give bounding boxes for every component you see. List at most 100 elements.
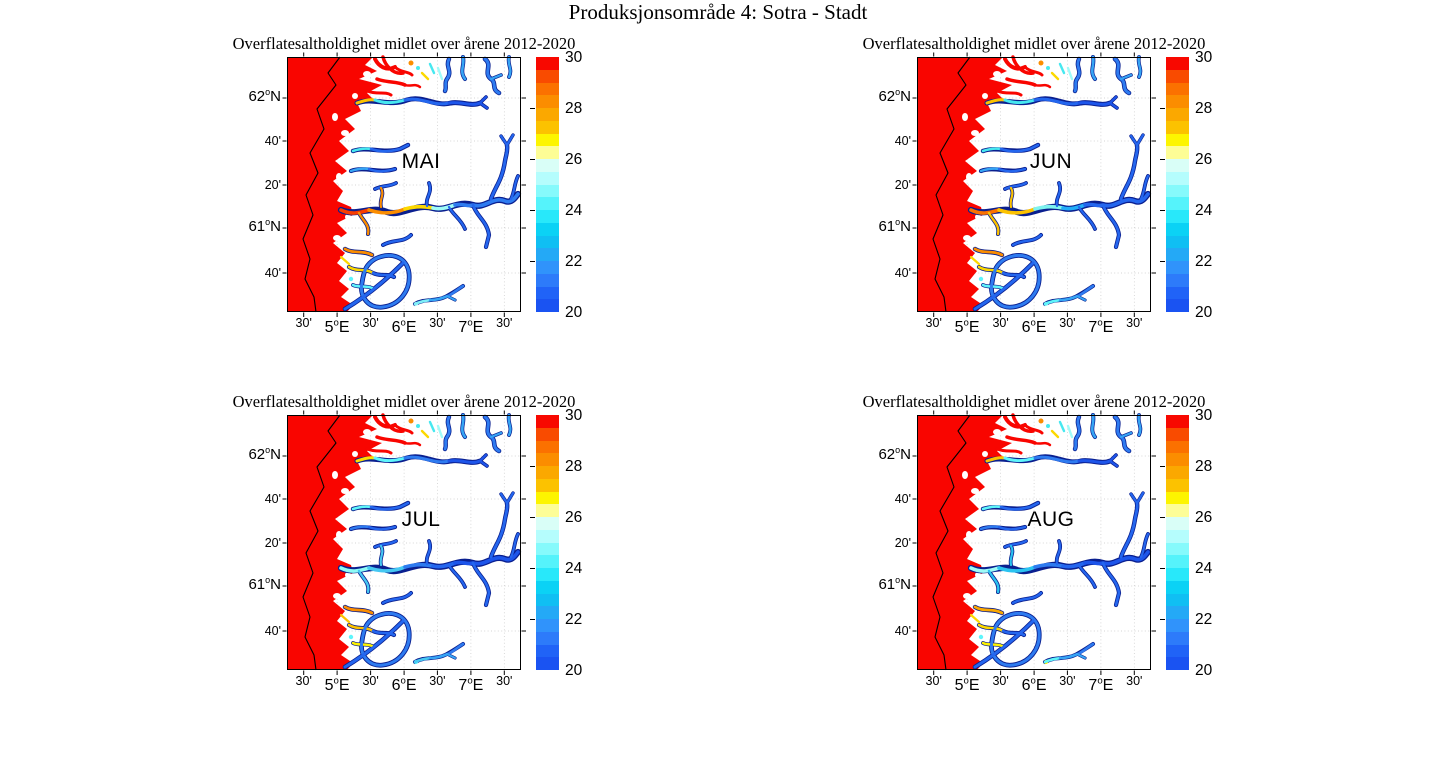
colorbar-tick	[1160, 108, 1165, 109]
x-tick-label: 30'	[496, 316, 513, 330]
x-tick-label: 6oE	[1021, 317, 1047, 336]
x-axis-tick-labels: 30' 5oE 30' 6oE 30' 7oE 30'	[917, 670, 1151, 708]
y-tick-label: 40'	[894, 492, 911, 506]
fjord-channels	[337, 413, 522, 670]
panel-title: Overflatesaltholdighet midlet over årene…	[862, 392, 1206, 411]
subplot-jul: Overflatesaltholdighet midlet over årene…	[233, 392, 583, 694]
colorbar-band	[536, 631, 559, 645]
colorbar-band	[536, 491, 559, 505]
open-ocean-region	[287, 55, 444, 312]
salinity-patch	[416, 66, 420, 70]
colorbar-tick-label: 24	[1195, 202, 1213, 219]
x-axis-tick-labels: 30' 5oE 30' 6oE 30' 7oE 30'	[287, 670, 521, 708]
colorbar-band	[1166, 171, 1189, 185]
colorbar-band	[1166, 529, 1189, 543]
x-tick-label: 30'	[1059, 316, 1076, 330]
x-tick-label: 6oE	[1021, 675, 1047, 694]
ocean-high-salinity-area	[287, 415, 382, 670]
colorbar	[1166, 57, 1189, 312]
panel-title: Overflatesaltholdighet midlet over årene…	[232, 392, 576, 411]
x-tick-label: 6oE	[391, 317, 417, 336]
y-tick-label: 61oN	[248, 575, 281, 594]
y-axis-tick-labels: 62oN 40' 20' 61oN 40'	[231, 57, 281, 312]
colorbar-band	[536, 529, 559, 543]
axis-frame	[282, 52, 526, 317]
colorbar-tick-labels: 30 28 26 24 22 20	[1195, 407, 1225, 679]
colorbar-tick	[1160, 159, 1165, 160]
y-tick-label: 20'	[264, 536, 281, 550]
colorbar-band	[1166, 261, 1189, 274]
colorbar-band	[536, 542, 559, 556]
salinity-patch	[1038, 60, 1044, 66]
y-tick-label: 40'	[264, 492, 281, 506]
colorbar-band	[1166, 120, 1189, 134]
colorbar-band	[536, 210, 559, 223]
sognefjord-inner	[339, 208, 371, 215]
salinity-map	[912, 410, 1156, 675]
colorbar-band	[1166, 619, 1189, 632]
colorbar-band	[1166, 248, 1189, 261]
x-tick-label: 30'	[1126, 674, 1143, 688]
subplot-aug: Overflatesaltholdighet midlet over årene…	[863, 392, 1213, 694]
colorbar-band	[536, 619, 559, 632]
figure-title: Produksjonsområde 4: Sotra - Stadt	[568, 0, 868, 24]
salinity-patch	[408, 60, 414, 66]
colorbar-band	[536, 222, 559, 236]
salinity-map	[282, 410, 526, 675]
colorbar-tick-label: 20	[1195, 304, 1213, 321]
axis-frame	[282, 410, 526, 675]
axis-frame	[912, 52, 1156, 317]
subplot-mai: Overflatesaltholdighet midlet over årene…	[233, 34, 583, 336]
colorbar-band	[536, 261, 559, 274]
x-tick-label: 30'	[496, 674, 513, 688]
colorbar-band	[536, 504, 559, 517]
y-tick-label: 62oN	[248, 445, 281, 464]
colorbar-band	[536, 82, 559, 96]
sognefjord-inner	[339, 566, 371, 573]
y-tick-label: 40'	[894, 134, 911, 148]
colorbar-band	[1166, 657, 1189, 670]
colorbar	[536, 415, 559, 670]
salinity-map	[282, 52, 526, 317]
colorbar-band	[1166, 555, 1189, 568]
x-tick-label: 5oE	[954, 317, 980, 336]
colorbar-tick-label: 28	[565, 458, 583, 475]
ocean-high-salinity-area	[917, 415, 1012, 670]
colorbar-band	[1166, 210, 1189, 223]
salinity-patch	[1046, 424, 1050, 428]
salinity-patch	[1046, 66, 1050, 70]
colorbar-tick	[530, 466, 535, 467]
x-tick-label: 7oE	[1088, 317, 1114, 336]
open-ocean-region	[917, 55, 1074, 312]
colorbar-band	[536, 453, 559, 466]
y-tick-label: 40'	[264, 134, 281, 148]
colorbar-tick-label: 30	[1195, 407, 1213, 424]
colorbar-band	[1166, 286, 1189, 300]
colorbar-tick	[1160, 466, 1165, 467]
colorbar-tick-label: 20	[565, 662, 583, 679]
colorbar-tick-label: 22	[1195, 253, 1213, 270]
salinity-map	[912, 52, 1156, 317]
colorbar-band	[536, 197, 559, 210]
x-axis-tick-labels: 30' 5oE 30' 6oE 30' 7oE 30'	[287, 312, 521, 350]
salinity-patch	[348, 276, 354, 282]
colorbar-tick-label: 20	[1195, 662, 1213, 679]
colorbar-band	[1166, 197, 1189, 210]
colorbar-band	[536, 440, 559, 454]
colorbar-band	[1166, 593, 1189, 607]
y-tick-label: 61oN	[878, 575, 911, 594]
production-area-boundary	[932, 414, 971, 671]
colorbar-tick-label: 26	[565, 151, 583, 168]
colorbar-tick	[1160, 619, 1165, 620]
colorbar-tick-label: 22	[565, 253, 583, 270]
colorbar-band	[1166, 159, 1189, 172]
fjord-channels	[967, 55, 1152, 312]
colorbar-band	[1166, 95, 1189, 108]
subplot-jun: Overflatesaltholdighet midlet over årene…	[863, 34, 1213, 336]
y-tick-label: 62oN	[878, 445, 911, 464]
y-axis-tick-labels: 62oN 40' 20' 61oN 40'	[861, 415, 911, 670]
production-area-boundary	[302, 414, 341, 671]
panel-title: Overflatesaltholdighet midlet over årene…	[862, 34, 1206, 53]
colorbar-band	[1166, 415, 1189, 428]
